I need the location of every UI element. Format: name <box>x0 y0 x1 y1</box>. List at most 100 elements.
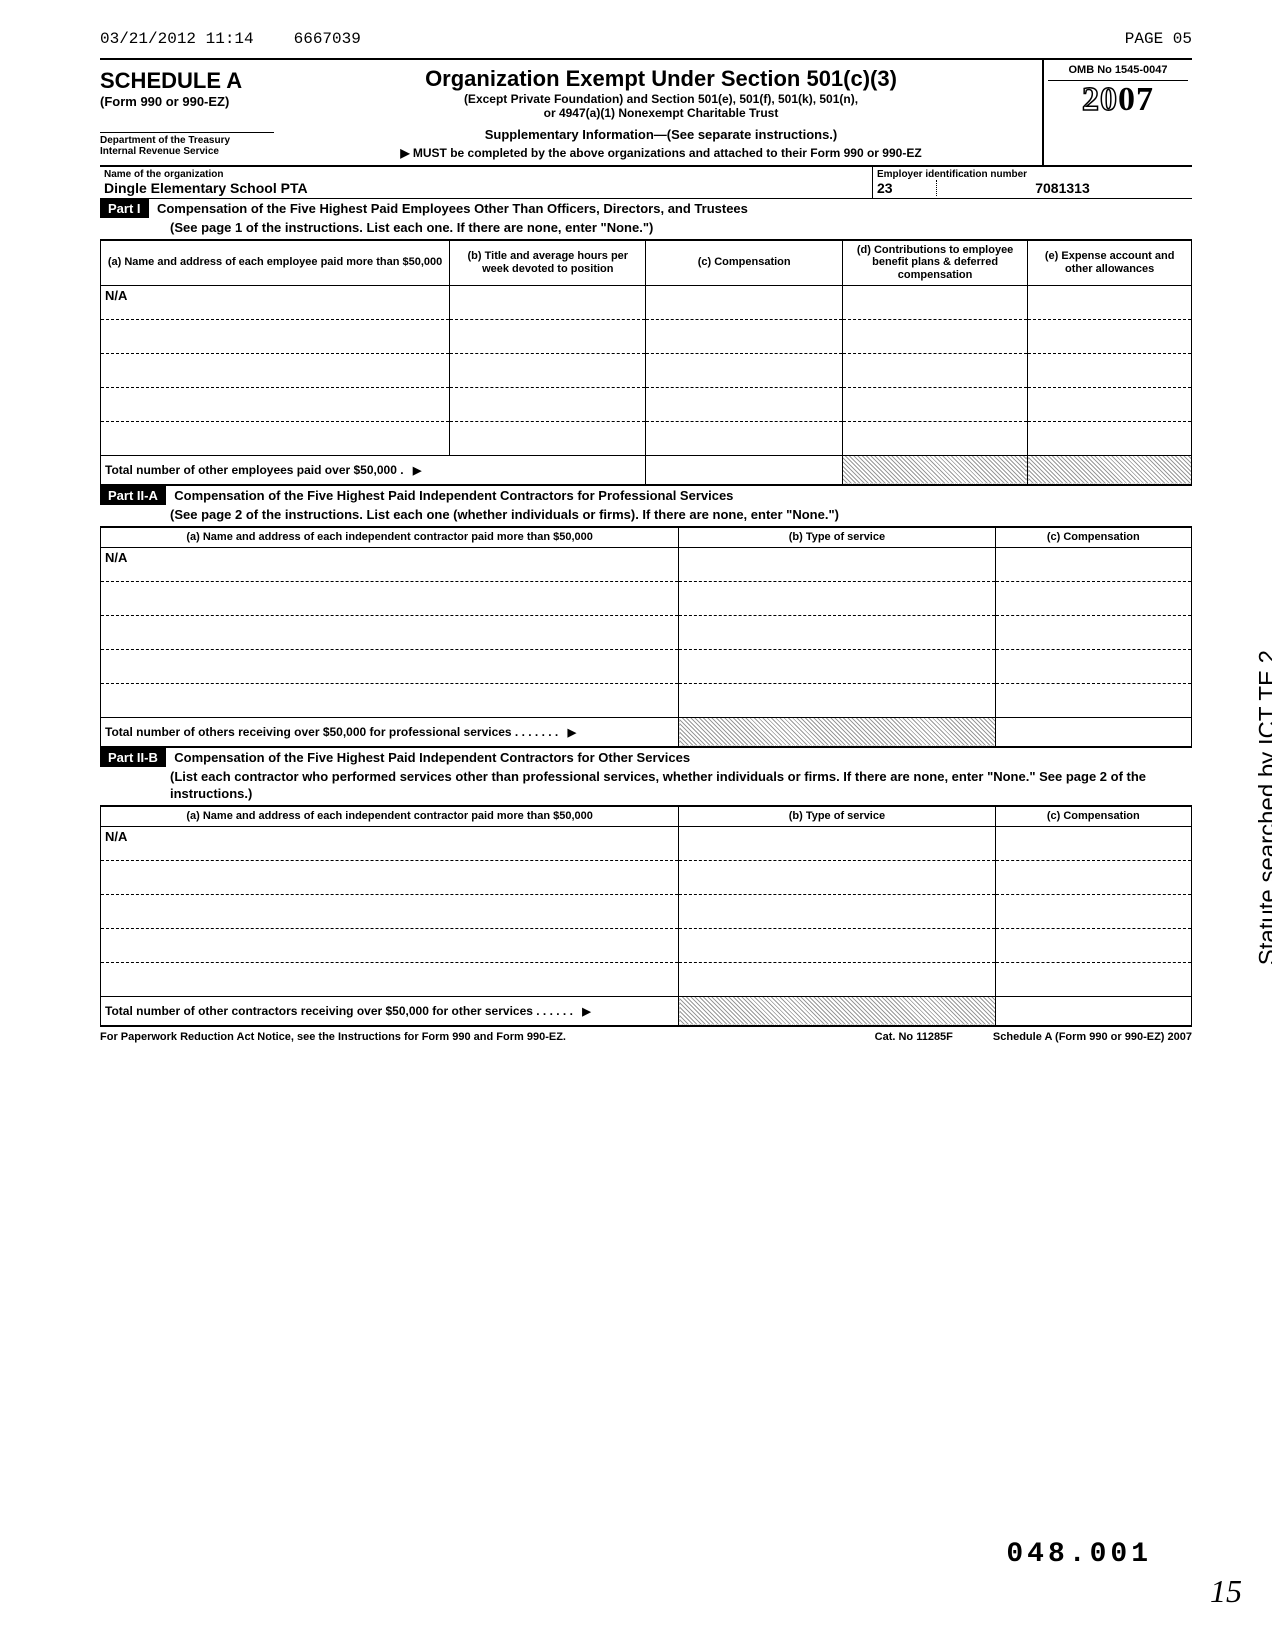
part1-header-row: (a) Name and address of each employee pa… <box>101 240 1192 285</box>
title-center: Organization Exempt Under Section 501(c)… <box>280 60 1042 165</box>
subtitle3: Supplementary Information—(See separate … <box>284 127 1038 143</box>
part2a-wrap: Part II-A Compensation of the Five Highe… <box>100 486 843 526</box>
part2b-table: (a) Name and address of each independent… <box>100 806 1192 1027</box>
part2a-note: (See page 2 of the instructions. List ea… <box>100 505 843 526</box>
org-left: Name of the organization Dingle Elementa… <box>100 167 872 198</box>
p2a-col-b: (b) Type of service <box>679 527 995 547</box>
schedule-label: SCHEDULE A <box>100 68 274 94</box>
omb-number: OMB No 1545-0047 <box>1048 64 1188 81</box>
table-row: N/A <box>101 547 1192 581</box>
title-left: SCHEDULE A (Form 990 or 990-EZ) Departme… <box>100 60 280 165</box>
dept1: Department of the Treasury <box>100 135 274 146</box>
footer-mid: Cat. No 11285F <box>875 1031 953 1043</box>
part2b-tag: Part II-B <box>100 748 166 767</box>
ein-label: Employer identification number <box>877 169 1188 180</box>
p1-col-a: (a) Name and address of each employee pa… <box>101 240 450 285</box>
table-row <box>101 319 1192 353</box>
p2a-total-label: Total number of others receiving over $5… <box>101 717 679 747</box>
part2b-title: Compensation of the Five Highest Paid In… <box>170 748 694 767</box>
org-right: Employer identification number 23 708131… <box>872 167 1192 198</box>
p2a-total-row: Total number of others receiving over $5… <box>101 717 1192 747</box>
form-label: (Form 990 or 990-EZ) <box>100 94 274 109</box>
subtitle4: ▶ MUST be completed by the above organiz… <box>284 146 1038 160</box>
part2b-header-row: (a) Name and address of each independent… <box>101 806 1192 826</box>
part2a-header-row: (a) Name and address of each independent… <box>101 527 1192 547</box>
p1-total-val <box>646 455 842 485</box>
p2a-total-val <box>995 717 1191 747</box>
page-corner: 15 <box>1210 1573 1242 1610</box>
subtitle1: (Except Private Foundation) and Section … <box>284 92 1038 106</box>
part2b-note: (List each contractor who performed serv… <box>100 767 1192 805</box>
year-solid: 07 <box>1118 81 1154 118</box>
p1-col-d: (d) Contributions to employee benefit pl… <box>842 240 1027 285</box>
subtitle2: or 4947(a)(1) Nonexempt Charitable Trust <box>284 106 1038 120</box>
p1-total-row: Total number of other employees paid ove… <box>101 455 1192 485</box>
shaded-cell <box>1028 455 1192 485</box>
table-row <box>101 683 1192 717</box>
tax-year: 2007 <box>1048 81 1188 119</box>
p2a-col-c: (c) Compensation <box>995 527 1191 547</box>
table-row <box>101 387 1192 421</box>
dept2: Internal Revenue Service <box>100 146 274 157</box>
table-row <box>101 581 1192 615</box>
table-row <box>101 894 1192 928</box>
bottom-stamp: 048.001 <box>1006 1539 1152 1570</box>
p2b-total-val <box>995 996 1191 1026</box>
shaded-cell <box>679 996 995 1026</box>
table-row: N/A <box>101 285 1192 319</box>
table-row <box>101 615 1192 649</box>
side-annotation: Statute searched by ICT TE 2 <box>1254 650 1272 965</box>
p2b-col-a: (a) Name and address of each independent… <box>101 806 679 826</box>
part2a-title: Compensation of the Five Highest Paid In… <box>170 486 737 505</box>
p1-total-label: Total number of other employees paid ove… <box>101 455 646 485</box>
p2b-col-b: (b) Type of service <box>679 806 995 826</box>
part2b-wrap: Part II-B Compensation of the Five Highe… <box>100 748 1192 805</box>
part1-wrap: Part I Compensation of the Five Highest … <box>100 199 752 239</box>
fax-datetime: 03/21/2012 11:14 <box>100 30 254 48</box>
dept-block: Department of the Treasury Internal Reve… <box>100 133 274 159</box>
table-row <box>101 353 1192 387</box>
footer-right: Schedule A (Form 990 or 990-EZ) 2007 <box>993 1031 1192 1043</box>
main-title: Organization Exempt Under Section 501(c)… <box>284 66 1038 92</box>
part2a-table: (a) Name and address of each independent… <box>100 527 1192 748</box>
table-row <box>101 928 1192 962</box>
footer-left: For Paperwork Reduction Act Notice, see … <box>100 1031 566 1043</box>
table-row <box>101 860 1192 894</box>
part1-note: (See page 1 of the instructions. List ea… <box>100 218 752 239</box>
org-name: Dingle Elementary School PTA <box>104 180 868 196</box>
p1-col-c: (c) Compensation <box>646 240 842 285</box>
p1-col-e: (e) Expense account and other allowances <box>1028 240 1192 285</box>
p2b-total-label: Total number of other contractors receiv… <box>101 996 679 1026</box>
title-right: OMB No 1545-0047 2007 <box>1042 60 1192 165</box>
part1-tag: Part I <box>100 199 149 218</box>
title-row: SCHEDULE A (Form 990 or 990-EZ) Departme… <box>100 60 1192 167</box>
ein-suffix: 7081313 <box>937 180 1188 196</box>
fax-number: 6667039 <box>294 30 361 48</box>
part2a-row: Part II-A Compensation of the Five Highe… <box>100 486 1192 527</box>
ein-prefix: 23 <box>877 180 937 196</box>
table-row <box>101 421 1192 455</box>
p1-na: N/A <box>101 285 450 319</box>
part1-table: (a) Name and address of each employee pa… <box>100 240 1192 486</box>
form-container: SCHEDULE A (Form 990 or 990-EZ) Departme… <box>100 58 1192 1043</box>
shaded-cell <box>679 717 995 747</box>
org-name-label: Name of the organization <box>104 169 868 180</box>
p2b-na: N/A <box>101 826 679 860</box>
part1-row: Part I Compensation of the Five Highest … <box>100 199 1192 240</box>
fax-header: 03/21/2012 11:14 6667039 PAGE 05 <box>100 30 1192 48</box>
table-row <box>101 649 1192 683</box>
p2b-total-row: Total number of other contractors receiv… <box>101 996 1192 1026</box>
table-row: N/A <box>101 826 1192 860</box>
org-row: Name of the organization Dingle Elementa… <box>100 167 1192 199</box>
p1-col-b: (b) Title and average hours per week dev… <box>450 240 646 285</box>
part2a-tag: Part II-A <box>100 486 166 505</box>
p2a-col-a: (a) Name and address of each independent… <box>101 527 679 547</box>
year-outline: 20 <box>1082 81 1118 118</box>
shaded-cell <box>842 455 1027 485</box>
form-footer: For Paperwork Reduction Act Notice, see … <box>100 1027 1192 1043</box>
p2b-col-c: (c) Compensation <box>995 806 1191 826</box>
fax-page: PAGE 05 <box>1125 30 1192 48</box>
table-row <box>101 962 1192 996</box>
part1-title: Compensation of the Five Highest Paid Em… <box>153 199 752 218</box>
p2a-na: N/A <box>101 547 679 581</box>
